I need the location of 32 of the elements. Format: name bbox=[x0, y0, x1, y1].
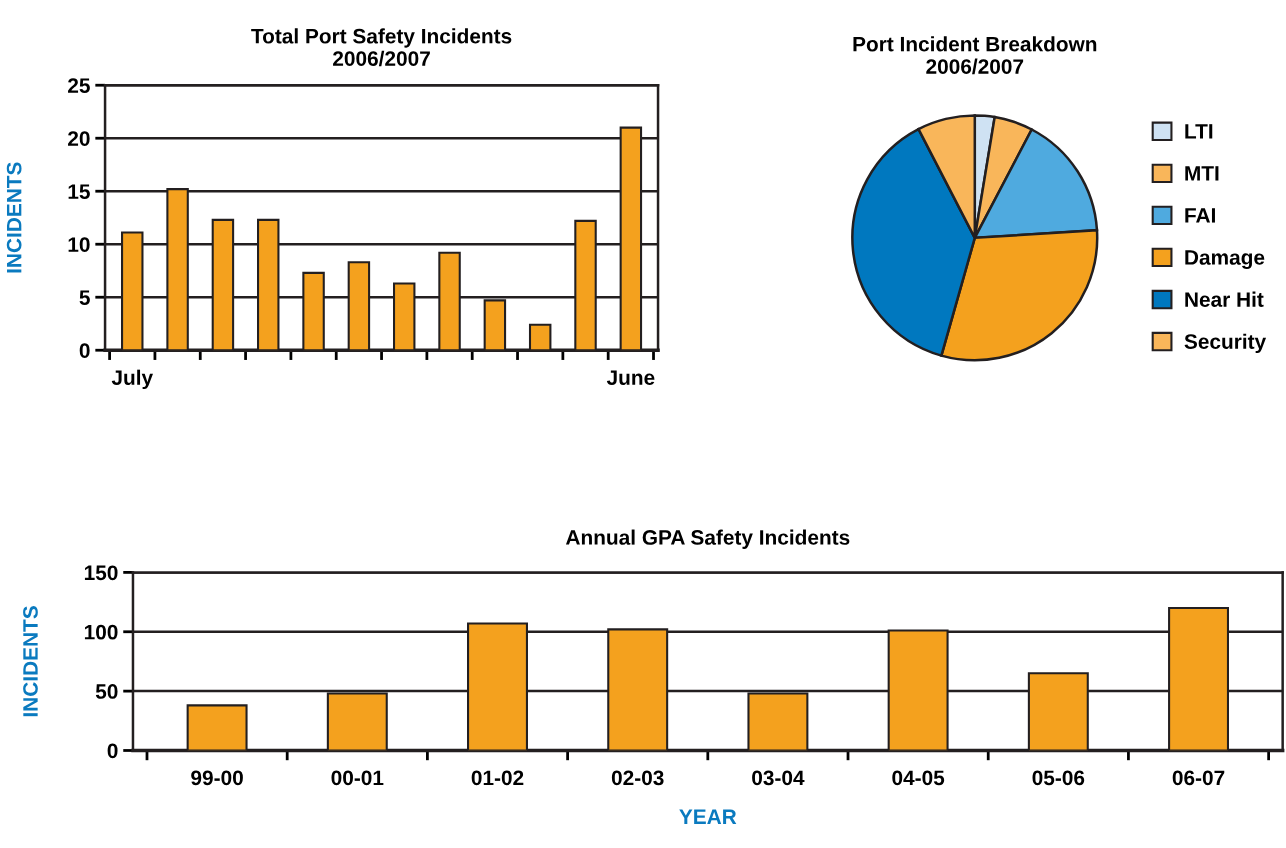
y-tick-label: 5 bbox=[79, 290, 90, 305]
y-tick-label: 10 bbox=[68, 237, 90, 252]
x-axis-title: YEAR bbox=[679, 809, 737, 824]
y-tick-label: 150 bbox=[84, 565, 118, 581]
y-tick-label: 25 bbox=[68, 78, 90, 93]
x-tick-label: 03-04 bbox=[752, 770, 805, 786]
y-tick-label: 50 bbox=[95, 684, 118, 699]
chart-title: Total Port Safety Incidents 2006/2007 bbox=[251, 28, 512, 67]
chart-title: Annual GPA Safety Incidents bbox=[565, 529, 850, 549]
y-axis-title: INCIDENTS bbox=[6, 162, 22, 273]
y-tick-label: 0 bbox=[107, 743, 118, 759]
legend-label: Security bbox=[1184, 333, 1267, 354]
chart-title: Port Incident Breakdown 2006/2007 bbox=[853, 36, 1097, 75]
legend-label: Near Hit bbox=[1185, 291, 1264, 307]
legend-label: FAI bbox=[1185, 208, 1215, 223]
legend-label: MTI bbox=[1185, 166, 1219, 181]
y-tick-label: 100 bbox=[84, 624, 118, 640]
y-tick-label: 15 bbox=[68, 184, 90, 199]
y-tick-label: 0 bbox=[79, 343, 90, 358]
x-tick-label: 04-05 bbox=[892, 770, 945, 786]
legend-label: Damage bbox=[1185, 250, 1265, 269]
x-tick-label: 01-02 bbox=[471, 770, 524, 786]
x-tick-label: 06-07 bbox=[1172, 770, 1225, 786]
y-axis-title: INCIDENTS bbox=[23, 606, 38, 717]
x-tick-label: June bbox=[606, 370, 655, 385]
legend-label: LTI bbox=[1185, 124, 1213, 139]
y-tick-label: 20 bbox=[68, 131, 90, 146]
x-tick-label: 02-03 bbox=[611, 770, 664, 786]
x-tick-label: 99-00 bbox=[191, 770, 243, 786]
x-tick-label: 00-01 bbox=[331, 770, 384, 786]
x-tick-label: 05-06 bbox=[1032, 770, 1085, 786]
x-tick-label: July bbox=[111, 369, 153, 390]
